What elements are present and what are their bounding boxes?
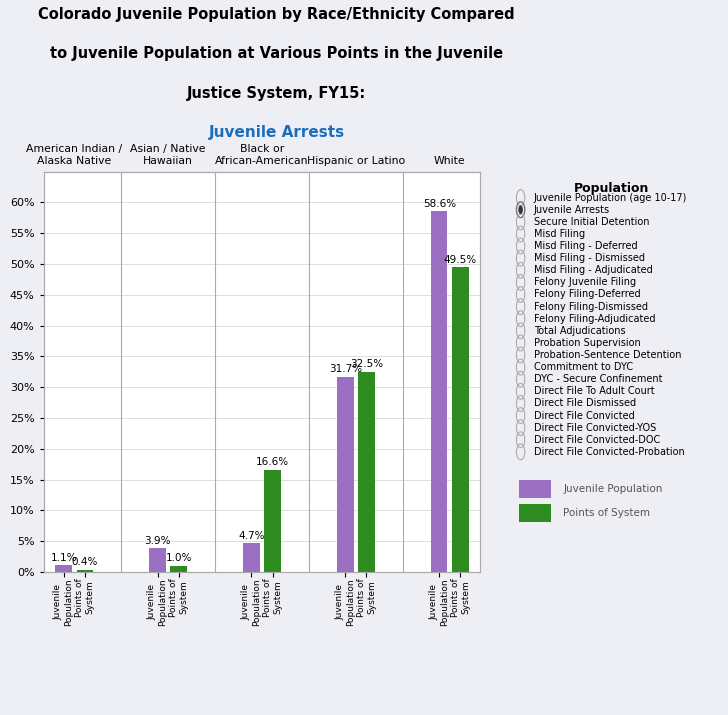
Text: Probation-Sentence Detention: Probation-Sentence Detention bbox=[534, 350, 681, 360]
Text: Felony Filing-Dismissed: Felony Filing-Dismissed bbox=[534, 302, 648, 312]
Text: Felony Filing-Deferred: Felony Filing-Deferred bbox=[534, 290, 641, 300]
Text: Juvenile Population (age 10-17): Juvenile Population (age 10-17) bbox=[534, 192, 687, 202]
Bar bbox=[337, 377, 354, 572]
Text: Direct File Convicted: Direct File Convicted bbox=[534, 410, 634, 420]
Text: Direct File Dismissed: Direct File Dismissed bbox=[534, 398, 636, 408]
Text: Points of System: Points of System bbox=[563, 508, 650, 518]
Text: 31.7%: 31.7% bbox=[329, 364, 362, 374]
Bar bbox=[149, 548, 166, 572]
FancyBboxPatch shape bbox=[519, 480, 550, 498]
Text: DYC - Secure Confinement: DYC - Secure Confinement bbox=[534, 374, 662, 384]
FancyBboxPatch shape bbox=[519, 504, 550, 522]
Bar bbox=[431, 211, 448, 572]
Text: Juvenile Population: Juvenile Population bbox=[563, 484, 662, 494]
Text: Direct File Convicted-YOS: Direct File Convicted-YOS bbox=[534, 423, 656, 433]
Text: Felony Juvenile Filing: Felony Juvenile Filing bbox=[534, 277, 636, 287]
Text: 0.4%: 0.4% bbox=[71, 557, 98, 567]
Text: 16.6%: 16.6% bbox=[256, 458, 289, 468]
Text: 49.5%: 49.5% bbox=[444, 255, 477, 265]
Text: 4.7%: 4.7% bbox=[238, 531, 265, 541]
Text: Juvenile Arrests: Juvenile Arrests bbox=[209, 125, 344, 140]
Text: Secure Initial Detention: Secure Initial Detention bbox=[534, 217, 649, 227]
Text: Direct File Convicted-DOC: Direct File Convicted-DOC bbox=[534, 435, 660, 445]
Bar bbox=[55, 566, 72, 572]
Bar bbox=[243, 543, 260, 572]
Text: Probation Supervision: Probation Supervision bbox=[534, 338, 641, 348]
Circle shape bbox=[518, 205, 523, 214]
Text: to Juvenile Population at Various Points in the Juvenile: to Juvenile Population at Various Points… bbox=[50, 46, 503, 61]
Text: Justice System, FY15:: Justice System, FY15: bbox=[187, 86, 366, 101]
Text: Misd Filing - Deferred: Misd Filing - Deferred bbox=[534, 241, 637, 251]
Text: 32.5%: 32.5% bbox=[350, 360, 383, 370]
Text: Felony Filing-Adjudicated: Felony Filing-Adjudicated bbox=[534, 314, 655, 324]
Text: Juvenile Arrests: Juvenile Arrests bbox=[534, 204, 610, 214]
Text: Population: Population bbox=[574, 182, 649, 194]
Bar bbox=[76, 570, 93, 572]
Text: 3.9%: 3.9% bbox=[144, 536, 171, 546]
Text: Commitment to DYC: Commitment to DYC bbox=[534, 362, 633, 372]
Text: Misd Filing - Adjudicated: Misd Filing - Adjudicated bbox=[534, 265, 652, 275]
Text: Total Adjudications: Total Adjudications bbox=[534, 326, 625, 336]
Text: Direct File To Adult Court: Direct File To Adult Court bbox=[534, 386, 654, 396]
Text: 1.1%: 1.1% bbox=[50, 553, 77, 563]
Text: 1.0%: 1.0% bbox=[165, 553, 192, 563]
Text: Misd Filing: Misd Filing bbox=[534, 229, 585, 239]
Bar bbox=[264, 470, 281, 572]
Text: Direct File Convicted-Probation: Direct File Convicted-Probation bbox=[534, 447, 684, 457]
Text: Misd Filing - Dismissed: Misd Filing - Dismissed bbox=[534, 253, 645, 263]
Bar bbox=[358, 372, 375, 572]
Bar bbox=[170, 566, 187, 572]
Text: 58.6%: 58.6% bbox=[423, 199, 456, 209]
Text: Colorado Juvenile Population by Race/Ethnicity Compared: Colorado Juvenile Population by Race/Eth… bbox=[39, 7, 515, 22]
Bar bbox=[452, 267, 469, 572]
